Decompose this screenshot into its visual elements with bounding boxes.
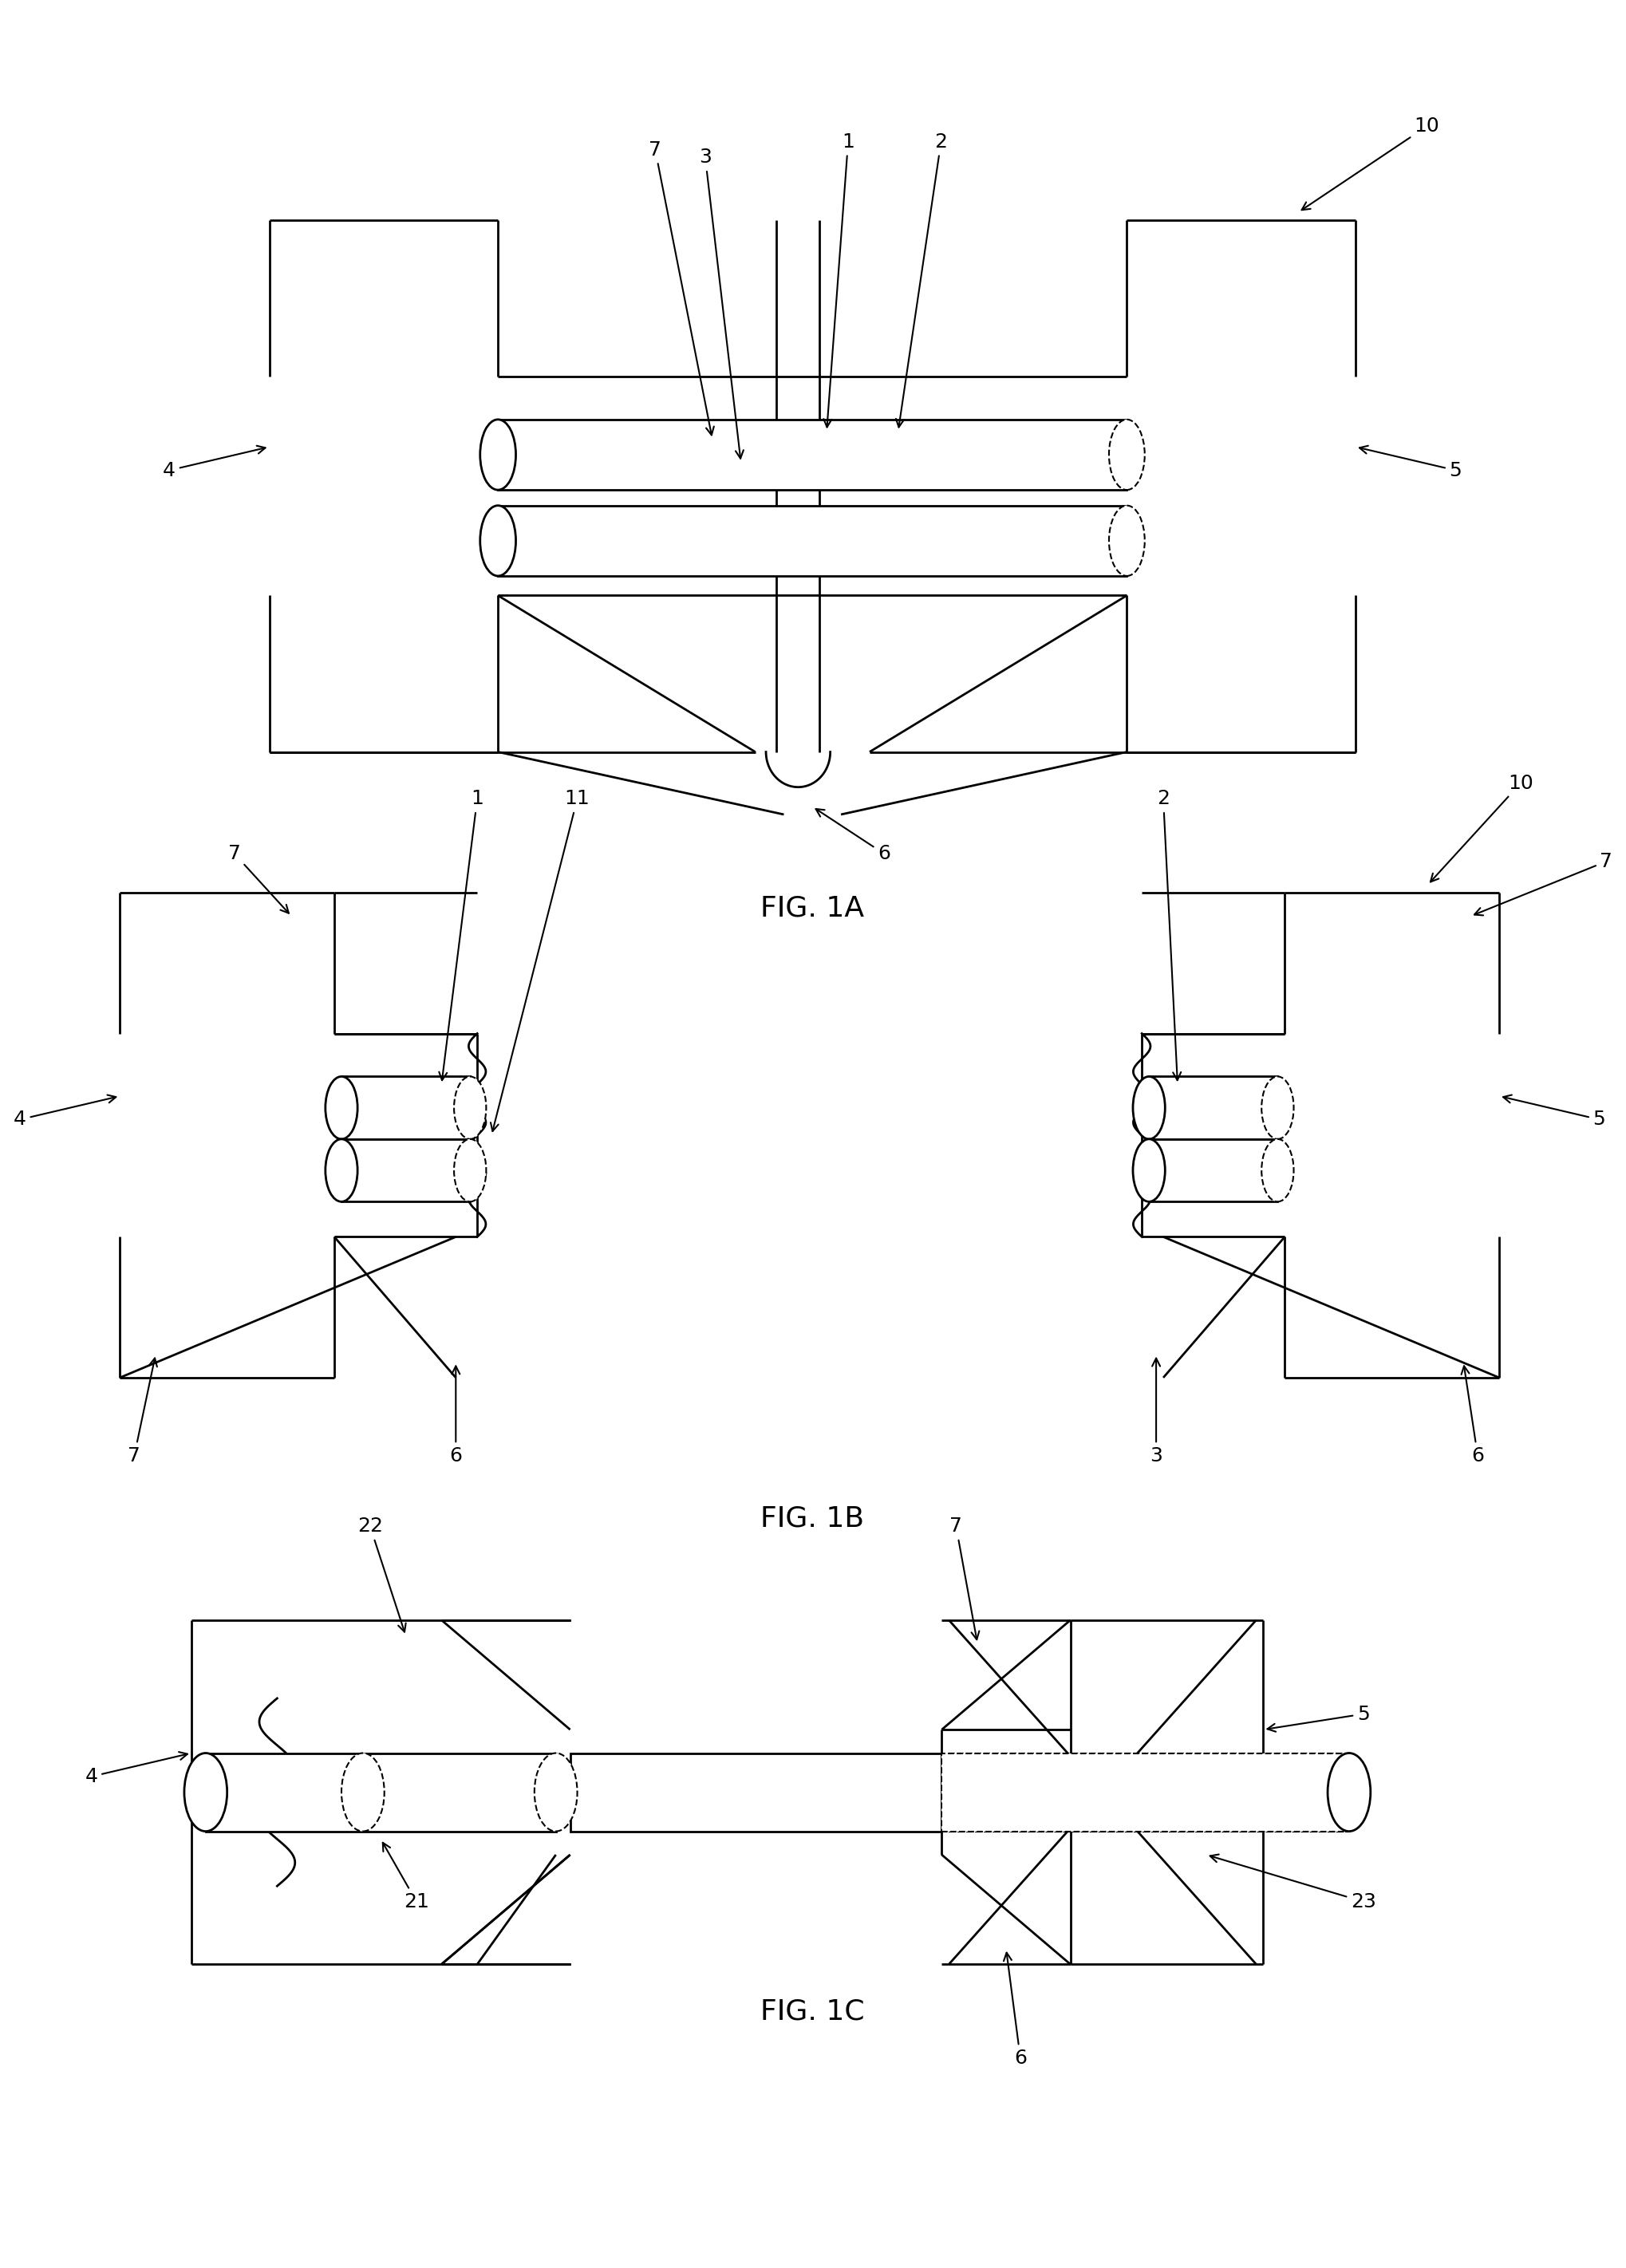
Ellipse shape [480, 506, 515, 576]
Ellipse shape [1262, 1139, 1294, 1202]
Ellipse shape [1109, 420, 1145, 490]
Text: 6: 6 [449, 1365, 462, 1465]
Text: 2: 2 [1158, 789, 1180, 1080]
Text: 7: 7 [1475, 853, 1613, 916]
Text: FIG. 1B: FIG. 1B [761, 1506, 865, 1531]
Ellipse shape [1133, 1077, 1166, 1139]
Ellipse shape [184, 1753, 228, 1830]
Bar [571, 1753, 941, 1830]
Text: FIG. 1C: FIG. 1C [761, 1998, 865, 2025]
Ellipse shape [1262, 1077, 1294, 1139]
Text: 1: 1 [439, 789, 483, 1080]
Ellipse shape [480, 420, 515, 490]
Text: 21: 21 [382, 1842, 429, 1912]
Ellipse shape [341, 1753, 384, 1830]
Ellipse shape [325, 1139, 358, 1202]
Text: 10: 10 [1302, 116, 1439, 211]
Text: 2: 2 [896, 132, 948, 426]
Bar [1150, 1139, 1278, 1202]
Text: FIG. 1A: FIG. 1A [761, 896, 865, 921]
Bar [498, 420, 1127, 490]
Text: 1: 1 [824, 132, 855, 426]
Text: 5: 5 [1359, 447, 1462, 481]
Text: 7: 7 [128, 1359, 158, 1465]
Text: 3: 3 [699, 147, 743, 458]
Ellipse shape [1109, 506, 1145, 576]
Text: 5: 5 [1502, 1095, 1605, 1129]
Text: 22: 22 [358, 1517, 406, 1633]
Text: 6: 6 [1462, 1365, 1485, 1465]
Bar [1150, 1077, 1278, 1139]
Ellipse shape [454, 1077, 486, 1139]
Text: 10: 10 [1431, 773, 1533, 882]
Text: 4: 4 [163, 447, 265, 481]
Text: 23: 23 [1210, 1855, 1376, 1912]
Ellipse shape [1328, 1753, 1371, 1830]
Bar [205, 1753, 556, 1830]
Bar [341, 1077, 470, 1139]
Text: 5: 5 [1267, 1703, 1369, 1733]
Ellipse shape [454, 1139, 486, 1202]
Bar [941, 1753, 1350, 1830]
Text: 3: 3 [1150, 1359, 1163, 1465]
Text: 7: 7 [950, 1517, 979, 1640]
Bar [341, 1139, 470, 1202]
Bar [498, 506, 1127, 576]
Text: 6: 6 [1003, 1953, 1026, 2068]
Text: 6: 6 [816, 810, 891, 864]
Ellipse shape [325, 1077, 358, 1139]
Text: 7: 7 [649, 141, 714, 435]
Ellipse shape [1133, 1139, 1166, 1202]
Text: 11: 11 [491, 789, 590, 1132]
Text: 4: 4 [13, 1095, 115, 1129]
Text: 7: 7 [228, 844, 289, 914]
Ellipse shape [535, 1753, 577, 1830]
Text: 4: 4 [85, 1751, 187, 1787]
